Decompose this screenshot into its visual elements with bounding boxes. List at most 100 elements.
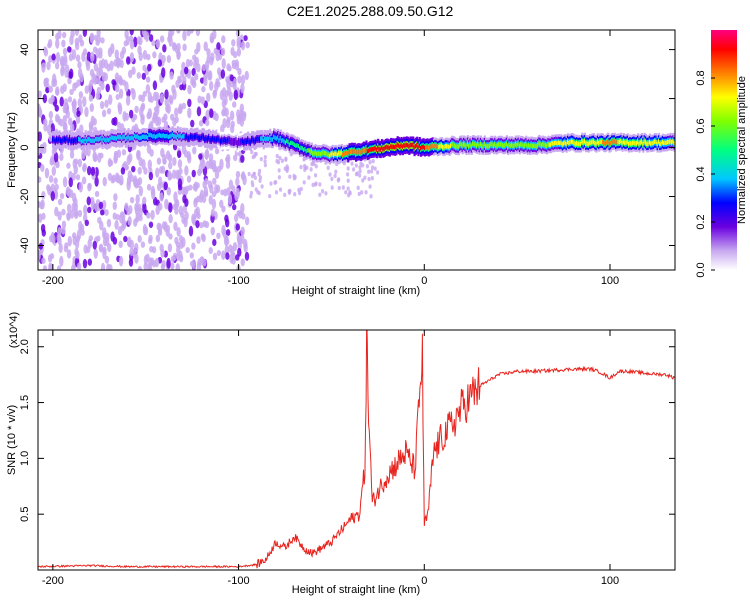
noise-speckle xyxy=(368,160,372,165)
noise-speckle xyxy=(141,72,147,80)
noise-speckle xyxy=(87,82,93,93)
trace-cell xyxy=(128,136,131,141)
noise-speckle xyxy=(223,235,229,247)
trace-cell xyxy=(202,134,206,140)
noise-speckle xyxy=(48,55,53,63)
trace-cell xyxy=(293,142,297,147)
spectrogram-y-tick-label: 40 xyxy=(19,43,31,55)
noise-speckle xyxy=(277,175,282,180)
trace-cell xyxy=(380,145,384,150)
noise-speckle xyxy=(156,116,162,126)
noise-speckle xyxy=(346,186,350,191)
trace-cell xyxy=(78,136,81,142)
trace-cell xyxy=(58,136,61,142)
noise-speckle xyxy=(370,175,374,181)
trace-cell xyxy=(624,140,627,145)
noise-speckle xyxy=(88,94,94,102)
trace-cell xyxy=(79,137,82,142)
noise-speckle xyxy=(113,150,119,157)
noise-speckle xyxy=(68,177,73,188)
trace-cell xyxy=(512,143,515,148)
noise-speckle xyxy=(198,120,204,127)
trace-cell xyxy=(669,139,672,144)
noise-speckle xyxy=(182,75,187,85)
trace-cell xyxy=(378,147,381,152)
noise-speckle xyxy=(73,82,79,89)
noise-speckle xyxy=(157,59,163,67)
trace-cell xyxy=(425,145,428,150)
trace-cell xyxy=(308,148,311,153)
trace-cell xyxy=(187,136,190,141)
colorbar-label: Normalized spectral amplitude xyxy=(736,76,748,224)
trace-cell xyxy=(409,142,412,148)
noise-speckle xyxy=(87,238,92,249)
noise-speckle xyxy=(64,64,70,73)
trace-cell xyxy=(330,152,333,157)
noise-speckle xyxy=(241,212,246,220)
noise-speckle xyxy=(137,166,142,175)
trace-cell xyxy=(413,145,416,150)
noise-speckle xyxy=(274,190,279,195)
noise-speckle xyxy=(40,223,46,233)
noise-speckle xyxy=(62,83,67,92)
noise-speckle xyxy=(78,34,83,43)
trace-cell xyxy=(661,140,664,145)
trace-cell xyxy=(171,132,174,137)
noise-speckle xyxy=(253,175,257,181)
trace-cell xyxy=(185,134,189,139)
noise-speckle xyxy=(111,174,116,183)
noise-speckle xyxy=(176,150,182,159)
noise-speckle xyxy=(119,174,124,186)
trace-cell xyxy=(280,138,284,144)
noise-speckle xyxy=(115,93,120,101)
noise-speckle xyxy=(42,93,48,104)
trace-cell xyxy=(165,133,168,139)
noise-speckle xyxy=(210,208,216,217)
noise-speckle xyxy=(373,166,377,171)
trace-cell xyxy=(652,140,655,145)
noise-speckle xyxy=(96,30,101,37)
trace-cell xyxy=(438,144,441,150)
trace-cell xyxy=(172,134,176,139)
trace-cell xyxy=(482,144,485,149)
snr-x-tick-label: -200 xyxy=(42,575,64,587)
noise-speckle xyxy=(250,149,254,155)
noise-speckle xyxy=(226,63,231,71)
spectrogram-x-tick-label: -100 xyxy=(228,275,250,287)
noise-speckle xyxy=(59,96,64,107)
noise-speckle xyxy=(122,111,127,122)
trace-cell xyxy=(88,136,91,142)
noise-speckle xyxy=(201,86,206,93)
noise-speckle xyxy=(145,84,151,94)
noise-speckle xyxy=(134,242,139,253)
trace-cell xyxy=(574,141,577,147)
trace-cell xyxy=(457,144,460,149)
trace-cell xyxy=(562,141,566,146)
noise-speckle xyxy=(54,206,59,217)
noise-speckle xyxy=(114,72,120,82)
noise-speckle xyxy=(51,53,56,61)
noise-speckle xyxy=(73,164,78,175)
trace-cell xyxy=(339,151,342,156)
trace-cell xyxy=(234,139,237,145)
trace-cell xyxy=(126,136,129,141)
noise-speckle xyxy=(313,173,318,178)
trace-cell xyxy=(392,144,395,150)
trace-cell xyxy=(244,139,247,144)
noise-speckle xyxy=(45,87,50,94)
noise-speckle xyxy=(285,166,289,172)
trace-cell xyxy=(200,135,203,141)
noise-speckle xyxy=(111,79,116,86)
trace-cell xyxy=(461,143,464,148)
trace-cell xyxy=(637,139,640,145)
noise-speckle xyxy=(78,91,84,99)
trace-cell xyxy=(596,139,599,145)
trace-cell xyxy=(120,136,124,141)
spectrogram-x-ticks: -200 -100 0 100 xyxy=(42,30,619,287)
noise-speckle xyxy=(181,237,186,248)
noise-speckle xyxy=(119,211,125,219)
noise-speckle xyxy=(225,156,230,163)
noise-speckle xyxy=(119,59,124,69)
noise-speckle xyxy=(161,54,166,64)
noise-speckle xyxy=(216,81,221,88)
